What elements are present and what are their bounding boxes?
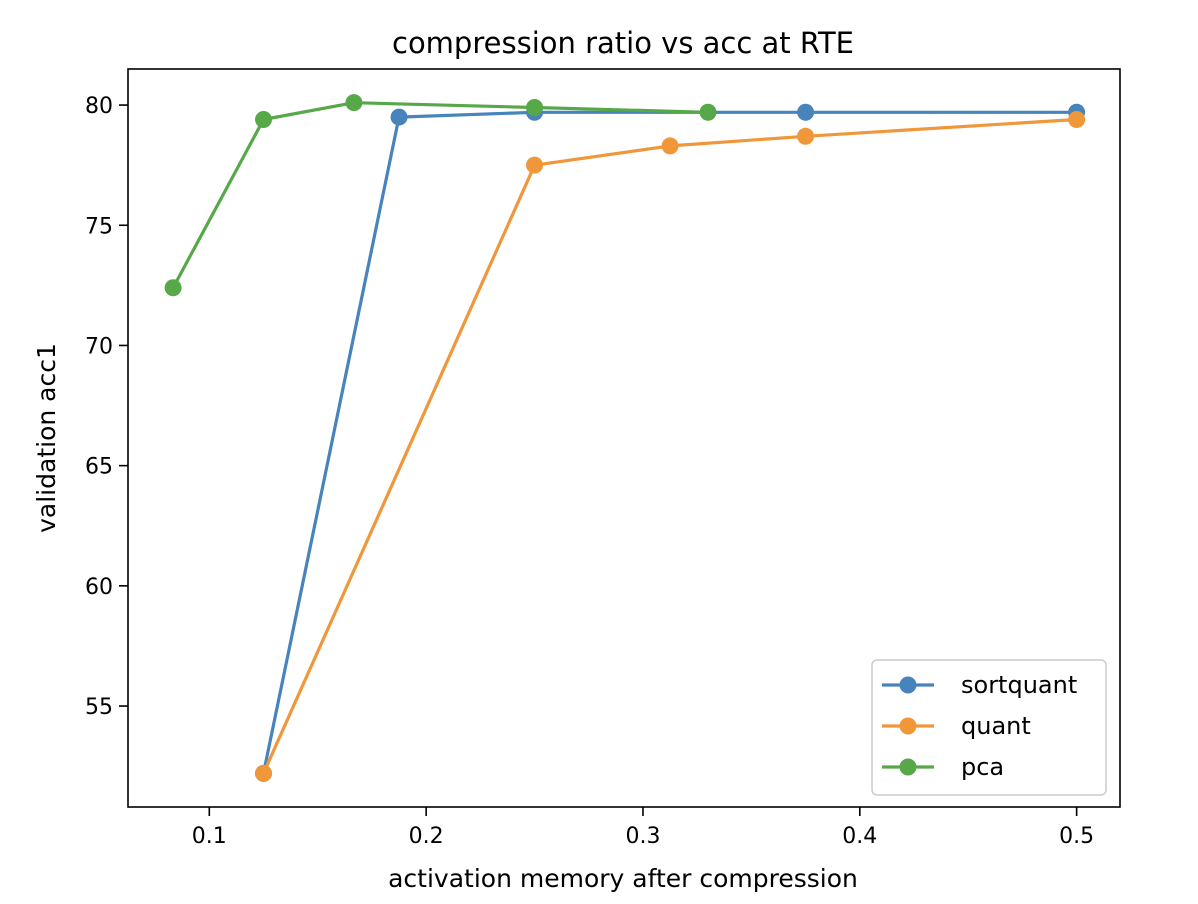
series-line-pca — [171, 101, 709, 289]
x-axis-ticks: 0.1 0.2 0.3 0.4 0.5 — [192, 807, 1094, 849]
y-axis-ticks: 55 60 65 70 75 80 — [85, 94, 128, 720]
data-point-quant — [797, 127, 815, 145]
y-tick-label: 75 — [85, 214, 113, 239]
data-point-quant — [661, 137, 679, 155]
y-tick-label: 55 — [85, 695, 113, 720]
data-point-pca — [526, 98, 544, 116]
legend-box — [871, 659, 1107, 796]
series-layer — [164, 94, 1086, 782]
x-tick-label: 0.3 — [625, 824, 660, 849]
y-tick-label: 60 — [85, 575, 113, 600]
x-tick-label: 0.4 — [842, 824, 877, 849]
data-point-pca — [255, 110, 273, 128]
plot-frame — [127, 68, 1121, 808]
legend-label-quant: quant — [961, 712, 1031, 740]
chart-title: compression ratio vs acc at RTE — [392, 26, 854, 60]
data-point-quant — [255, 764, 273, 782]
x-tick-label: 0.1 — [192, 824, 227, 849]
data-point-pca — [164, 279, 182, 297]
y-tick-label: 70 — [85, 334, 113, 359]
x-axis-label: activation memory after compression — [388, 864, 858, 893]
data-point-sortquant — [797, 103, 815, 121]
data-point-quant — [526, 156, 544, 174]
x-tick-label: 0.5 — [1059, 824, 1094, 849]
legend-marker-quant — [899, 717, 917, 735]
legend-marker-pca — [899, 758, 917, 776]
legend-label-sortquant: sortquant — [961, 671, 1077, 699]
y-tick-label: 80 — [85, 94, 113, 119]
y-axis-label: validation acc1 — [32, 343, 61, 533]
legend: sortquant quant pca — [871, 659, 1107, 796]
data-point-pca — [345, 94, 363, 112]
data-point-quant — [1068, 110, 1086, 128]
legend-marker-sortquant — [899, 676, 917, 694]
data-point-sortquant — [390, 108, 408, 126]
x-tick-label: 0.2 — [409, 824, 444, 849]
data-point-pca — [699, 103, 717, 121]
legend-label-pca: pca — [961, 753, 1004, 781]
plot-area — [127, 68, 1121, 808]
y-tick-label: 65 — [85, 455, 113, 480]
